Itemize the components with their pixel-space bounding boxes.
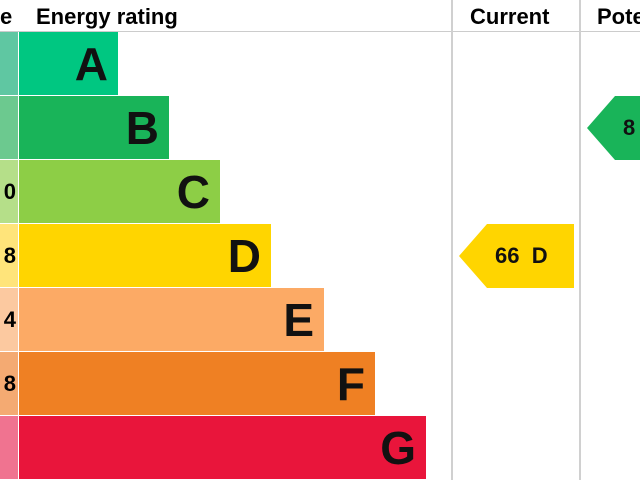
band-letter: F [336, 357, 365, 410]
band-bar-c: C [19, 160, 220, 223]
band-letter: E [283, 293, 314, 346]
score-range-label: 8 [3, 370, 16, 396]
score-range-e: 4 [0, 288, 18, 351]
current-rating-arrow: 66 D [459, 224, 574, 288]
band-letter: G [380, 421, 416, 474]
column-divider-current [451, 0, 453, 480]
score-range-label: 4 [3, 306, 16, 332]
potential-rating-label: 8 [623, 115, 636, 140]
score-range-d: 8 [0, 224, 18, 287]
header-potential: Pote [597, 4, 640, 29]
score-range-g [0, 416, 18, 479]
score-range-label: 8 [3, 242, 16, 268]
header-score: e [0, 4, 13, 29]
band-letter: C [176, 165, 210, 218]
band-bar-g: G [19, 416, 426, 479]
score-range-c: 0 [0, 160, 18, 223]
score-range-a [0, 32, 18, 95]
header-divider [0, 31, 640, 32]
band-letter: A [74, 37, 108, 90]
score-range-label: 0 [3, 178, 16, 204]
band-bar-b: B [19, 96, 169, 159]
header-current: Current [470, 4, 550, 29]
band-letter: D [227, 229, 261, 282]
band-bar-d: D [19, 224, 271, 287]
band-bar-e: E [19, 288, 324, 351]
band-bar-f: F [19, 352, 375, 415]
score-range-b [0, 96, 18, 159]
header-energy-rating: Energy rating [36, 4, 178, 29]
potential-rating-arrow: 8 [587, 96, 640, 160]
band-letter: B [125, 101, 159, 154]
column-divider-potential [579, 0, 581, 480]
current-rating-label: 66 D [495, 243, 548, 268]
band-bar-a: A [19, 32, 118, 95]
score-range-f: 8 [0, 352, 18, 415]
